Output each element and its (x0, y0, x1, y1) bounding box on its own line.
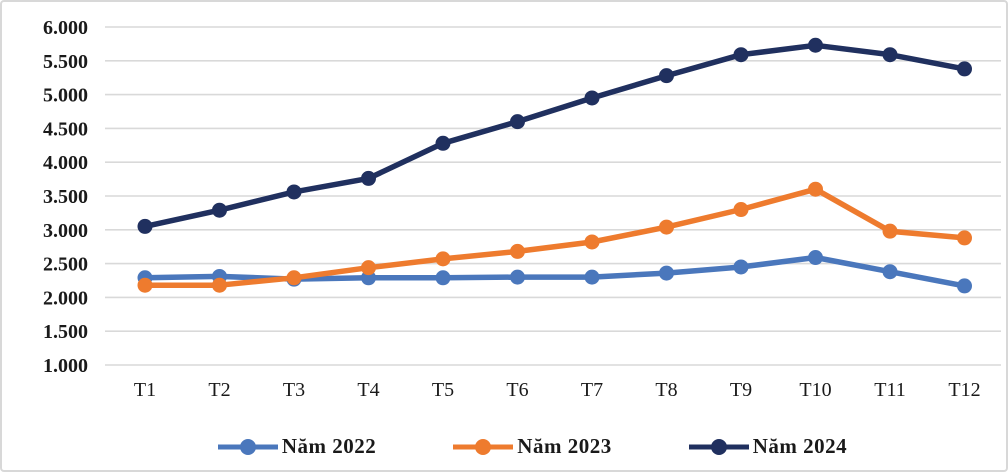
data-point (510, 114, 525, 130)
y-axis-tick-label: 6.000 (43, 17, 88, 39)
x-axis-tick-label: T11 (874, 379, 905, 401)
legend-item-nam-2022: Năm 2022 (217, 434, 376, 459)
y-axis-tick-label: 3.500 (43, 186, 88, 208)
legend-marker-icon (217, 438, 278, 455)
y-axis-tick-label: 4.500 (43, 118, 88, 140)
series-line-năm-2024 (142, 42, 968, 230)
data-point (808, 37, 823, 53)
data-point (286, 270, 302, 286)
data-point (659, 68, 674, 84)
x-axis-tick-label: T4 (357, 379, 379, 401)
legend-item-nam-2023: Năm 2023 (452, 434, 611, 459)
x-axis-tick-label: T2 (208, 379, 230, 401)
data-point (659, 219, 674, 235)
x-axis-tick-label: T10 (799, 379, 831, 401)
y-axis-tick-label: 2.000 (43, 287, 88, 309)
x-axis-tick-label: T12 (948, 379, 980, 401)
data-point (435, 270, 451, 286)
data-point (733, 47, 749, 63)
data-point (882, 223, 898, 239)
data-point (957, 61, 972, 77)
data-point (137, 218, 153, 234)
data-point (435, 251, 451, 267)
data-point (212, 202, 227, 218)
data-point (584, 269, 600, 285)
data-point (733, 202, 749, 218)
data-point (510, 269, 525, 285)
data-point (212, 277, 227, 293)
chart-legend: Năm 2022 Năm 2023 Năm 2024 (30, 434, 1006, 459)
y-axis-tick-label: 1.500 (43, 321, 88, 343)
x-axis-tick-label: T6 (506, 379, 528, 401)
data-point (957, 278, 972, 294)
data-point (808, 181, 823, 197)
data-point (808, 250, 823, 266)
series-line-năm-2023 (142, 186, 968, 288)
legend-marker-icon (453, 438, 514, 455)
data-point (584, 234, 600, 250)
x-axis-tick-label: T3 (283, 379, 305, 401)
line-chart: 6.000 5.500 5.000 4.500 4.000 3.500 3.000 2.500… (43, 17, 1001, 401)
data-point (882, 47, 898, 63)
data-point (137, 277, 153, 293)
y-axis-tick-label: 4.000 (43, 152, 88, 174)
x-axis-tick-label: T8 (655, 379, 677, 401)
legend-marker-icon (688, 438, 749, 455)
y-axis-tick-label: 3.000 (43, 220, 88, 242)
data-point (733, 259, 749, 275)
data-point (882, 264, 898, 280)
data-point (957, 230, 972, 246)
data-point (510, 243, 525, 259)
y-axis-tick-label: 1.000 (43, 355, 88, 377)
legend-item-nam-2024: Năm 2024 (688, 434, 847, 459)
data-point (361, 170, 376, 186)
legend-label: Năm 2023 (517, 434, 612, 458)
data-point (286, 184, 302, 200)
data-point (435, 135, 451, 151)
y-axis-tick-label: 5.000 (43, 85, 88, 107)
legend-label: Năm 2024 (752, 434, 848, 458)
data-point (659, 265, 674, 281)
x-axis-tick-label: T5 (432, 379, 454, 401)
data-point (584, 90, 600, 106)
x-axis-tick-label: T7 (581, 379, 603, 401)
legend-label: Năm 2022 (281, 434, 377, 458)
data-point (361, 260, 376, 276)
x-axis-tick-label: T9 (730, 379, 752, 401)
y-axis-tick-label: 2.500 (43, 254, 88, 276)
y-axis-tick-label: 5.500 (43, 51, 88, 73)
x-axis-tick-label: T1 (134, 379, 156, 401)
